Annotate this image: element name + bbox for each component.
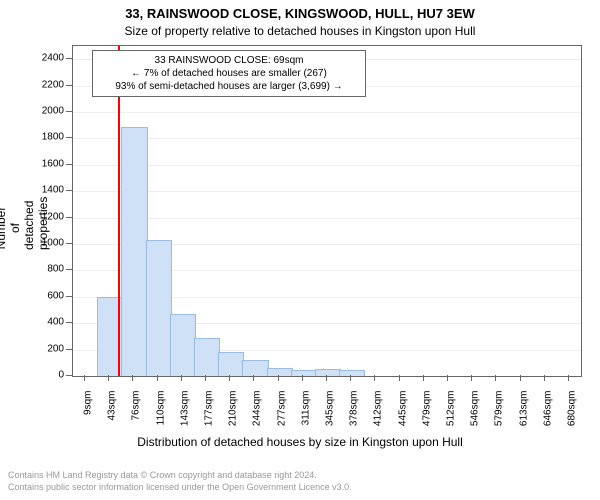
x-tick-label: 546sqm	[470, 391, 481, 441]
x-tick	[423, 375, 424, 381]
x-tick	[495, 375, 496, 381]
x-tick	[108, 375, 109, 381]
y-tick-label: 0	[32, 370, 64, 381]
y-tick-label: 1200	[32, 211, 64, 222]
y-tick-label: 1000	[32, 238, 64, 249]
x-tick-label: 378sqm	[349, 391, 360, 441]
y-tick	[66, 190, 72, 191]
x-tick-label: 143sqm	[179, 391, 190, 441]
histogram-bar	[146, 240, 172, 376]
y-tick-label: 800	[32, 264, 64, 275]
y-tick-label: 2400	[32, 53, 64, 64]
chart-title-line2: Size of property relative to detached ho…	[0, 24, 600, 38]
attribution-line-1: Contains HM Land Registry data © Crown c…	[8, 470, 352, 482]
histogram-bar	[339, 370, 365, 376]
x-tick	[229, 375, 230, 381]
x-tick-label: 345sqm	[325, 391, 336, 441]
histogram-bar	[242, 360, 268, 376]
gridline	[73, 165, 581, 166]
x-tick	[278, 375, 279, 381]
x-tick	[544, 375, 545, 381]
gridline	[73, 138, 581, 139]
x-tick-label: 680sqm	[566, 391, 577, 441]
y-tick	[66, 85, 72, 86]
y-tick	[66, 111, 72, 112]
x-tick-label: 479sqm	[421, 391, 432, 441]
y-tick	[66, 164, 72, 165]
x-tick	[374, 375, 375, 381]
histogram-bar	[194, 338, 220, 376]
x-tick-label: 244sqm	[252, 391, 263, 441]
x-tick	[568, 375, 569, 381]
x-tick-label: 445sqm	[397, 391, 408, 441]
histogram-bar	[218, 352, 244, 376]
x-tick-label: 646sqm	[542, 391, 553, 441]
y-tick	[66, 269, 72, 270]
attribution-text: Contains HM Land Registry data © Crown c…	[8, 470, 352, 493]
y-tick	[66, 375, 72, 376]
gridline	[73, 218, 581, 219]
x-tick	[471, 375, 472, 381]
y-tick	[66, 217, 72, 218]
x-tick-label: 43sqm	[107, 391, 118, 441]
x-tick	[205, 375, 206, 381]
histogram-bar	[315, 369, 341, 376]
y-tick	[66, 349, 72, 350]
annotation-line-1: 33 RAINSWOOD CLOSE: 69sqm	[99, 54, 359, 67]
x-tick	[157, 375, 158, 381]
x-tick	[520, 375, 521, 381]
x-tick-label: 311sqm	[300, 391, 311, 441]
property-annotation-box: 33 RAINSWOOD CLOSE: 69sqm ← 7% of detach…	[92, 50, 366, 97]
y-tick-label: 600	[32, 290, 64, 301]
x-tick-label: 76sqm	[131, 391, 142, 441]
x-tick-label: 512sqm	[445, 391, 456, 441]
histogram-bar	[170, 314, 196, 376]
annotation-line-3: 93% of semi-detached houses are larger (…	[99, 80, 359, 93]
x-tick	[447, 375, 448, 381]
x-tick-label: 210sqm	[228, 391, 239, 441]
y-tick	[66, 243, 72, 244]
x-tick	[326, 375, 327, 381]
gridline	[73, 191, 581, 192]
y-tick	[66, 296, 72, 297]
x-tick-label: 579sqm	[494, 391, 505, 441]
histogram-bar	[121, 127, 147, 376]
chart-title-line1: 33, RAINSWOOD CLOSE, KINGSWOOD, HULL, HU…	[0, 6, 600, 21]
histogram-bar	[291, 370, 317, 376]
annotation-line-2: ← 7% of detached houses are smaller (267…	[99, 67, 359, 80]
x-tick	[132, 375, 133, 381]
y-tick	[66, 137, 72, 138]
x-tick-label: 613sqm	[518, 391, 529, 441]
y-tick-label: 2000	[32, 106, 64, 117]
x-tick-label: 177sqm	[204, 391, 215, 441]
histogram-bar	[267, 368, 293, 376]
x-tick	[84, 375, 85, 381]
y-tick-label: 1600	[32, 158, 64, 169]
y-tick	[66, 58, 72, 59]
x-tick	[181, 375, 182, 381]
x-tick	[350, 375, 351, 381]
y-tick-label: 1800	[32, 132, 64, 143]
y-tick-label: 1400	[32, 185, 64, 196]
x-tick-label: 9sqm	[83, 391, 94, 441]
x-tick	[253, 375, 254, 381]
x-tick-label: 412sqm	[373, 391, 384, 441]
y-tick-label: 400	[32, 317, 64, 328]
attribution-line-2: Contains public sector information licen…	[8, 482, 352, 494]
x-tick	[302, 375, 303, 381]
y-tick	[66, 322, 72, 323]
x-tick-label: 110sqm	[155, 391, 166, 441]
y-tick-label: 200	[32, 343, 64, 354]
y-tick-label: 2200	[32, 79, 64, 90]
gridline	[73, 112, 581, 113]
x-tick-label: 277sqm	[276, 391, 287, 441]
x-tick	[399, 375, 400, 381]
